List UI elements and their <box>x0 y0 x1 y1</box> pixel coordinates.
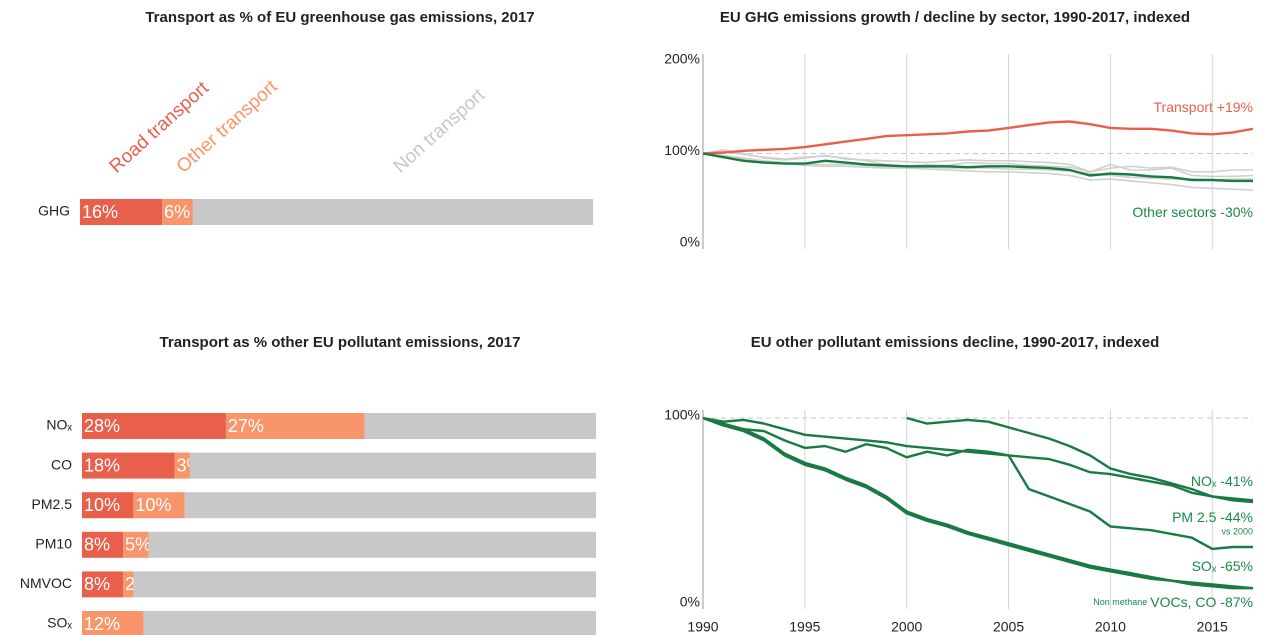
value-label: 27% <box>228 416 264 436</box>
value-label: 10% <box>84 495 120 515</box>
series-line <box>702 152 1253 183</box>
bar-segment <box>123 571 134 598</box>
annotation: SOₓ -65% <box>1192 558 1253 574</box>
annotation-text: Transport +19% <box>1154 99 1253 115</box>
chart-title: Transport as % of EU greenhouse gas emis… <box>145 9 534 26</box>
bar-segment <box>143 611 596 635</box>
bar-segment <box>82 492 134 519</box>
series-line <box>906 416 1254 504</box>
bar-segment <box>189 452 596 479</box>
category-label: NMVOC <box>20 575 72 591</box>
annotation-text: SOₓ -65% <box>1192 558 1253 574</box>
value-label: 5% <box>125 535 151 555</box>
chart-title: EU GHG emissions growth / decline by sec… <box>720 9 1190 26</box>
x-tick-label: 1990 <box>687 619 718 635</box>
value-label: 8% <box>84 535 110 555</box>
chart-title: EU other pollutant emissions decline, 19… <box>751 334 1159 351</box>
value-label: 12% <box>84 614 120 634</box>
value-label: 10% <box>135 495 171 515</box>
series-line <box>702 416 1253 551</box>
bar-segment <box>80 199 163 225</box>
annotation-prefix: Non methane <box>1093 597 1147 607</box>
x-tick-label: 1995 <box>789 619 820 635</box>
annotation: NOₓ -41% <box>1191 473 1253 489</box>
annotation: Non methane VOCs, CO -87% <box>1093 594 1253 610</box>
annotation: PM 2.5 -44% <box>1172 509 1253 525</box>
bar-segment <box>133 492 185 519</box>
y-tick-label: 100% <box>664 142 700 158</box>
chart-title: Transport as % other EU pollutant emissi… <box>160 334 521 351</box>
y-tick-label: 0% <box>680 234 700 250</box>
x-tick-label: 2010 <box>1095 619 1126 635</box>
x-tick-label: 2005 <box>993 619 1024 635</box>
legend-label: Non transport <box>390 84 490 177</box>
series-line <box>702 120 1254 155</box>
bar-segment <box>82 413 226 439</box>
annotation: Transport +19% <box>1154 99 1253 115</box>
y-tick-label: 100% <box>664 407 700 423</box>
annotation-text: Other sectors -30% <box>1132 204 1253 220</box>
category-label: NOₓ <box>46 417 72 433</box>
bar-segment <box>82 611 144 635</box>
bar-segment <box>133 571 596 598</box>
series-line <box>702 150 1254 178</box>
y-tick-label: 0% <box>680 594 700 610</box>
category-label: PM10 <box>35 536 72 552</box>
x-tick-label: 2015 <box>1197 619 1228 635</box>
category-label: GHG <box>38 203 70 219</box>
annotation-text: VOCs, CO -87% <box>1150 594 1253 610</box>
bar-segment <box>184 492 597 519</box>
annotation-text: PM 2.5 -44% <box>1172 509 1253 525</box>
category-label: SOₓ <box>47 615 72 631</box>
y-tick-label: 200% <box>664 51 700 67</box>
category-label: CO <box>51 456 72 472</box>
x-tick-label: 2000 <box>891 619 922 635</box>
value-label: 16% <box>82 202 118 222</box>
bar-segment <box>225 413 365 439</box>
bar-segment <box>82 531 124 558</box>
annotation-note: vs 2000 <box>1221 526 1253 536</box>
bar-segment <box>364 413 596 439</box>
value-label: 18% <box>84 455 120 475</box>
series-line <box>702 416 1253 590</box>
bar-segment <box>123 531 149 558</box>
series-line <box>702 416 1254 502</box>
bar-segment <box>174 452 190 479</box>
value-label: 8% <box>84 574 110 594</box>
annotation: Other sectors -30% <box>1132 204 1253 220</box>
bar-segment <box>148 531 596 558</box>
bar-segment <box>82 452 175 479</box>
value-label: 28% <box>84 416 120 436</box>
bar-segment <box>192 199 594 225</box>
series-line <box>702 416 1254 590</box>
bar-segment <box>82 571 124 598</box>
series-line <box>702 149 1253 173</box>
category-label: PM2.5 <box>32 496 73 512</box>
value-label: 6% <box>164 202 190 222</box>
bar-segment <box>162 199 193 225</box>
annotation-text: NOₓ -41% <box>1191 473 1253 489</box>
